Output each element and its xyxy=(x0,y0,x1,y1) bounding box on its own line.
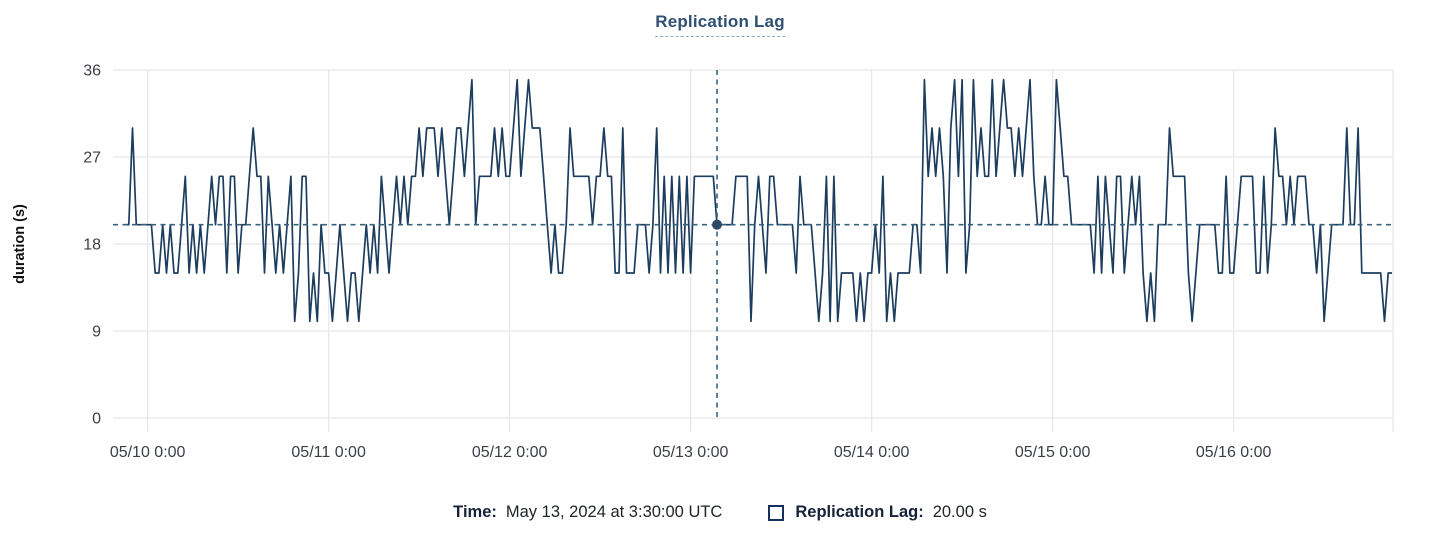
series-label: Replication Lag: xyxy=(795,503,924,521)
y-axis-label: duration (s) xyxy=(12,204,28,284)
y-tick-label: 36 xyxy=(83,63,101,80)
x-tick-label: 05/15 0:00 xyxy=(1015,444,1091,461)
x-tick-label: 05/10 0:00 xyxy=(110,444,186,461)
series-line xyxy=(125,78,1392,323)
time-value: May 13, 2024 at 3:30:00 UTC xyxy=(505,503,723,521)
y-tick-label: 18 xyxy=(83,237,101,254)
series-swatch-icon xyxy=(768,504,785,521)
crosshair-readout: Time: May 13, 2024 at 3:30:00 UTC Replic… xyxy=(0,503,1440,522)
x-tick-label: 05/16 0:00 xyxy=(1196,444,1272,461)
x-tick-label: 05/11 0:00 xyxy=(291,444,366,461)
y-tick-label: 9 xyxy=(92,324,101,341)
x-tick-label: 05/12 0:00 xyxy=(472,444,548,461)
chart-title[interactable]: Replication Lag xyxy=(655,12,785,37)
time-readout: Time: May 13, 2024 at 3:30:00 UTC xyxy=(453,503,722,522)
y-tick-label: 0 xyxy=(92,411,101,428)
x-tick-label: 05/14 0:00 xyxy=(834,444,910,461)
replication-lag-chart[interactable]: 0 9 18 27 36 05/10 0:00 05/11 0:00 05/12 0:00 05… xyxy=(0,0,1440,470)
y-tick-label: 27 xyxy=(83,150,101,167)
time-label: Time: xyxy=(453,503,497,521)
legend-item-replication-lag[interactable]: Replication Lag: 20.00 s xyxy=(768,503,987,522)
crosshair-point xyxy=(712,219,723,230)
series-value: 20.00 s xyxy=(932,503,987,521)
x-tick-label: 05/13 0:00 xyxy=(653,444,729,461)
